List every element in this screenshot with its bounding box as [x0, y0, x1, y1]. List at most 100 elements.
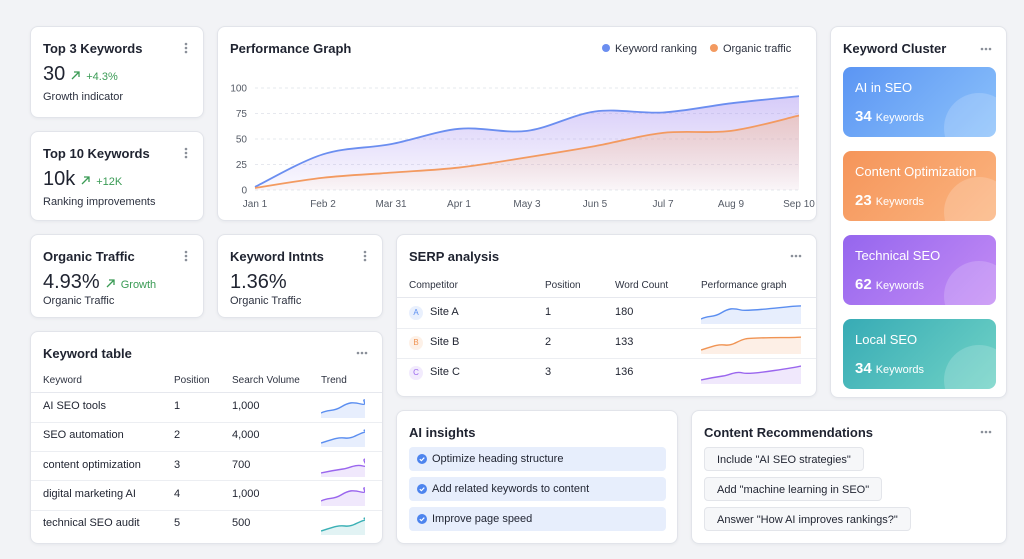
sparkline [321, 457, 365, 477]
metric-label: Growth indicator [43, 91, 124, 103]
dot [184, 254, 188, 258]
cluster-tile: AI in SEO 34 Keywords [843, 67, 996, 137]
cluster-unit: Keywords [875, 112, 924, 124]
cluster-name: AI in SEO [855, 80, 913, 95]
card-title: Keyword Intnts [230, 249, 324, 264]
cluster-count: 23 [855, 192, 872, 209]
metric-card: Keyword Intnts 1.36% Organic Traffic [217, 234, 383, 318]
keyword-table-card: Keyword table Keyword Position Search Volum… [30, 331, 383, 544]
cluster-name: Content Optimization [855, 164, 977, 179]
dot [363, 258, 367, 262]
cell: 136 [615, 366, 634, 378]
check-circle [417, 454, 427, 464]
content-recommendations-card: Content Recommendations Include "AI SEO s… [691, 410, 1007, 544]
more-menu [980, 430, 992, 434]
column-header: Search Volume [232, 375, 300, 386]
metric-card: Organic Traffic 4.93% Growth Organic Traffi… [30, 234, 204, 318]
cell: Site C [430, 366, 460, 378]
check-icon [417, 454, 427, 464]
insight-text: Optimize heading structure [432, 453, 564, 465]
sparkline [321, 517, 365, 536]
metric-card: Top 3 Keywords 30 +4.3% Growth indicator [30, 26, 204, 118]
ai-insights-card: AI insights Optimize heading structure Add… [396, 410, 678, 544]
card-title: Content Recommendations [704, 425, 874, 440]
column-header: Performance graph [701, 280, 787, 291]
area-fill [255, 115, 799, 190]
cell: 1,000 [232, 487, 260, 500]
dot [364, 351, 368, 355]
dot [790, 254, 794, 258]
card-title: Top 3 Keywords [43, 41, 143, 56]
row-divider [31, 509, 382, 511]
sparkline-line [701, 365, 801, 381]
cluster-count: 62 [855, 276, 872, 293]
sparkline-line [321, 457, 365, 474]
cell: 4 [174, 487, 181, 500]
metric-row: 10k +12K [43, 168, 122, 191]
header-row-bg [397, 275, 816, 298]
cell: 4,000 [232, 429, 260, 442]
x-tick-label: Sep 10 [783, 199, 815, 210]
y-tick-label: 100 [230, 84, 247, 95]
row-divider [31, 450, 382, 452]
card-title: Keyword Cluster [843, 41, 947, 56]
cluster-unit: Keywords [875, 196, 924, 208]
card-title: Top 10 Keywords [43, 146, 150, 161]
x-tick-label: Jun 5 [583, 199, 608, 210]
up-arrow-icon [71, 71, 80, 80]
metric-change: +4.3% [86, 71, 118, 83]
cluster-unit: Keywords [875, 280, 924, 292]
y-tick-label: 25 [236, 160, 248, 171]
dot [356, 351, 360, 355]
recommendation-chip: Include "AI SEO strategies" [704, 447, 864, 471]
column-header: Word Count [615, 280, 669, 291]
cluster-count: 34 [855, 108, 872, 125]
cell: 3 [174, 458, 181, 471]
y-tick-label: 75 [236, 109, 248, 120]
x-tick-label: Jan 1 [243, 199, 268, 210]
cell: 180 [615, 306, 634, 318]
line-chart: 0 25 50 75 100 Jan 1 Feb 2 Mar 31 Apr 1 May 3 Jun … [230, 43, 815, 210]
legend-swatch [709, 44, 718, 52]
cell: 700 [232, 458, 251, 471]
performance-graph-card: Performance Graph 0 25 50 75 100 Jan 1 Feb 2 Mar… [217, 26, 817, 221]
metric-change: +12K [96, 176, 123, 188]
dot [184, 258, 188, 262]
cluster-tile: Technical SEO 62 Keywords [843, 235, 996, 305]
x-tick-label: Jul 7 [652, 199, 674, 210]
kebab-menu [363, 250, 367, 262]
card-title: SERP analysis [409, 249, 500, 264]
dot [984, 47, 988, 51]
metric-row: 30 +4.3% [43, 63, 118, 86]
sparkline [701, 365, 801, 384]
sparkline-line [701, 336, 801, 351]
cluster-unit: Keywords [875, 364, 924, 376]
cell: 1 [545, 306, 552, 318]
card-title: AI insights [409, 425, 476, 440]
cell: 2 [174, 429, 181, 442]
legend-swatch [602, 44, 610, 52]
decor-circle [944, 93, 996, 137]
decor-circle [944, 345, 996, 389]
decor-circle [944, 177, 996, 221]
metric-label: Organic Traffic [43, 295, 115, 307]
cluster-count-row: 62 Keywords [855, 276, 924, 293]
cell: 1,000 [232, 400, 260, 412]
arrow [71, 71, 80, 80]
dot [984, 430, 988, 434]
dot [184, 147, 188, 151]
sparkline-line [321, 487, 365, 502]
dot [988, 430, 992, 434]
cluster-count-row: 23 Keywords [855, 192, 924, 209]
legend-label: Organic traffic [723, 43, 792, 55]
sparkline [321, 429, 365, 448]
dot [184, 46, 188, 50]
insight-text: Improve page speed [432, 513, 533, 525]
cell: 5 [174, 517, 181, 530]
cell: 133 [615, 336, 634, 348]
kebab-menu [184, 250, 188, 262]
x-tick-label: Apr 1 [447, 199, 471, 210]
dot [980, 47, 984, 51]
row-divider [397, 328, 816, 329]
